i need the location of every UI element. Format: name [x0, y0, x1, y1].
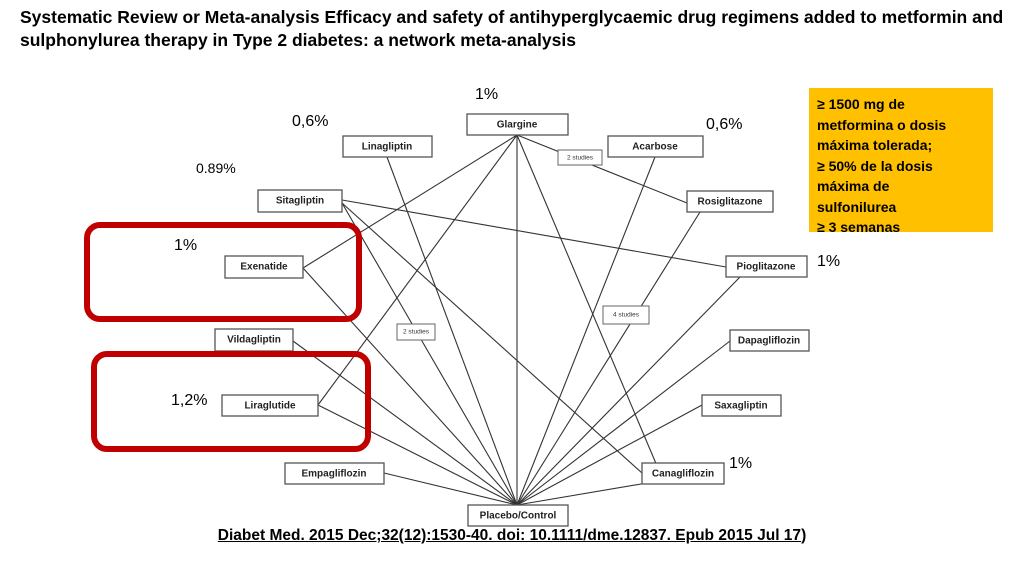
node-sitagliptin: Sitagliptin — [257, 189, 343, 213]
edge-exenatide-placebo — [302, 267, 518, 506]
svg-text:Glargine: Glargine — [497, 120, 538, 131]
edge-glargine-canagliflozin — [516, 134, 661, 474]
node-rosiglitazone: Rosiglitazone — [686, 190, 774, 213]
citation: Diabet Med. 2015 Dec;32(12):1530-40. doi… — [0, 527, 1024, 545]
network-edges — [292, 134, 741, 506]
note-line: ≥ 1500 mg de — [817, 96, 905, 112]
citation-suffix: ) — [801, 527, 807, 544]
svg-text:Saxagliptin: Saxagliptin — [714, 401, 767, 412]
svg-text:Exenatide: Exenatide — [240, 262, 288, 273]
edge-glargine-rosiglitazone — [516, 134, 688, 204]
svg-text:Linagliptin: Linagliptin — [362, 142, 413, 153]
node-canagliflozin: Canagliflozin — [641, 462, 725, 485]
edge-sitagliptin-pioglitazone — [341, 199, 727, 268]
note-line: sulfonilurea — [817, 198, 897, 215]
note-line: ≥ 50% de la dosis — [817, 157, 933, 174]
svg-text:Rosiglitazone: Rosiglitazone — [697, 197, 762, 208]
edge-sitagliptin-placebo — [341, 202, 518, 506]
edge-rosiglitazone-placebo — [516, 211, 701, 506]
node-glargine: Glargine — [466, 113, 569, 136]
edge-vildagliptin-placebo — [292, 340, 518, 506]
edge-sitagliptin-canagliflozin — [341, 202, 643, 474]
highlight-liraglutide — [91, 351, 371, 452]
pct-liraglutide: 1,2% — [171, 392, 208, 409]
pct-sitagliptin: 0.89% — [196, 160, 236, 176]
svg-text:2 studies: 2 studies — [567, 155, 594, 162]
edge-pioglitazone-placebo — [516, 276, 741, 506]
inclusion-criteria-note: ≥ 1500 mg de metformina o dosis máxima t… — [809, 88, 993, 235]
study-label-acarbose-placebo: 4 studies — [602, 305, 650, 325]
study-label-glargine-rosiglitazone: 2 studies — [557, 149, 603, 166]
node-exenatide: Exenatide — [224, 255, 304, 279]
note-line: metformina o dosis — [817, 116, 947, 133]
pct-exenatide: 1% — [174, 237, 198, 254]
svg-text:Liraglutide: Liraglutide — [244, 401, 296, 412]
edge-saxagliptin-placebo — [516, 404, 703, 506]
svg-text:Placebo/Control: Placebo/Control — [480, 511, 557, 522]
note-line: máxima de — [817, 178, 890, 194]
svg-text:Dapagliflozin: Dapagliflozin — [738, 336, 800, 347]
svg-text:Empagliflozin: Empagliflozin — [302, 469, 367, 480]
pct-pioglitazone: 1% — [817, 253, 841, 270]
node-liraglutide: Liraglutide — [221, 394, 319, 417]
node-linagliptin: Linagliptin — [342, 135, 433, 158]
node-acarbose: Acarbose — [607, 135, 704, 158]
pct-linagliptin: 0,6% — [292, 113, 329, 130]
node-empagliflozin: Empagliflozin — [284, 462, 385, 485]
svg-text:4 studies: 4 studies — [613, 312, 640, 319]
slide-title: Systematic Review or Meta-analysis Effic… — [20, 7, 1004, 50]
svg-text:Vildagliptin: Vildagliptin — [227, 335, 281, 346]
svg-text:Canagliflozin: Canagliflozin — [652, 469, 714, 480]
edge-liraglutide-placebo — [317, 404, 518, 506]
svg-text:Acarbose: Acarbose — [632, 142, 678, 153]
svg-text:Pioglitazone: Pioglitazone — [737, 262, 796, 273]
node-placebo-control: Placebo/Control — [467, 504, 569, 527]
citation-link[interactable]: Diabet Med. 2015 Dec;32(12):1530-40. doi… — [217, 527, 802, 544]
edge-dapagliflozin-placebo — [516, 340, 731, 506]
pct-canagliflozin: 1% — [729, 455, 753, 472]
edge-acarbose-placebo — [516, 156, 656, 506]
study-label-sitagliptin-placebo: 2 studies — [396, 323, 436, 341]
node-dapagliflozin: Dapagliflozin — [729, 329, 810, 352]
node-saxagliptin: Saxagliptin — [701, 394, 782, 417]
svg-text:Sitagliptin: Sitagliptin — [276, 196, 324, 207]
node-pioglitazone: Pioglitazone — [725, 255, 808, 278]
svg-text:2 studies: 2 studies — [403, 329, 430, 336]
note-line: ≥ 3 semanas — [817, 219, 901, 235]
pct-acarbose: 0,6% — [706, 116, 743, 133]
edge-glargine-linagliptin-side — [302, 134, 518, 269]
edge-canagliflozin-placebo — [516, 482, 648, 506]
note-line: máxima tolerada; — [817, 137, 933, 153]
highlight-exenatide — [84, 222, 362, 322]
pct-glargine: 1% — [475, 86, 499, 103]
edge-empagliflozin-placebo — [383, 472, 518, 506]
node-vildagliptin: Vildagliptin — [214, 328, 294, 352]
edge-linagliptin-placebo — [386, 156, 518, 506]
edge-glargine-liraglutide — [317, 134, 518, 406]
